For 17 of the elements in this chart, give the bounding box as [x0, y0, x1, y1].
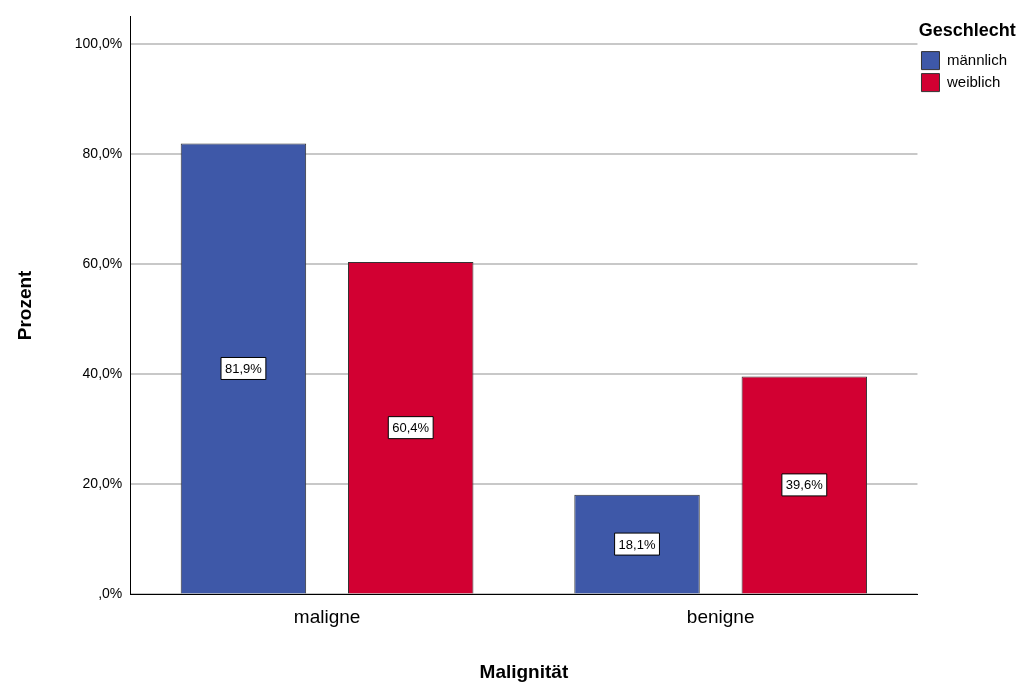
- y-tick-label: 100,0%: [74, 34, 123, 51]
- x-tick-label: maligne: [293, 606, 361, 628]
- data-label: 39,6%: [785, 477, 824, 493]
- data-label: 60,4%: [392, 420, 430, 436]
- legend-label: männlich: [946, 50, 1007, 68]
- y-axis-title: Prozent: [13, 269, 35, 341]
- legend-label: weiblich: [945, 72, 1001, 90]
- y-tick-label: 20,0%: [82, 475, 123, 492]
- y-tick-label: 60,0%: [82, 254, 123, 271]
- x-tick-label: benigne: [686, 606, 755, 628]
- data-label: 81,9%: [225, 361, 263, 377]
- data-label: 18,1%: [618, 536, 656, 552]
- y-tick-label: 80,0%: [82, 144, 123, 161]
- legend-title: Geschlecht: [918, 19, 1016, 40]
- y-tick-label: ,0%: [98, 585, 123, 602]
- y-tick-label: 40,0%: [82, 365, 123, 382]
- x-axis-title: Malignität: [479, 660, 569, 682]
